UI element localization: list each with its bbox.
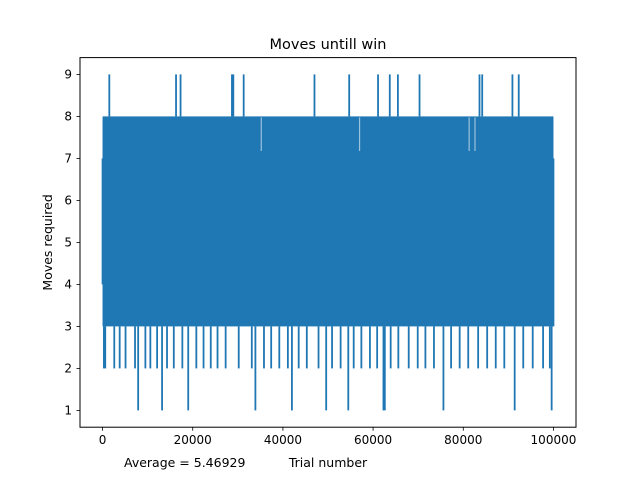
- series-dense-band: [102, 116, 554, 327]
- y-axis-label: Moves required: [40, 194, 55, 290]
- y-tick-label: 6: [64, 194, 72, 208]
- series-gap: [358, 117, 361, 151]
- y-tick-label: 8: [64, 110, 72, 124]
- x-tick-label: 80000: [444, 433, 482, 447]
- y-tick-label: 9: [64, 68, 72, 82]
- y-tick-label: 7: [64, 152, 72, 166]
- series-gap: [468, 117, 470, 151]
- y-axis: 1 2 3 4 5 6 7 8 9: [64, 68, 80, 418]
- y-tick-label: 5: [64, 236, 72, 250]
- series-gap: [474, 117, 476, 151]
- series-gap: [260, 117, 262, 151]
- x-tick-label: 40000: [264, 433, 302, 447]
- x-tick-label: 100000: [531, 433, 577, 447]
- x-tick-label: 60000: [354, 433, 392, 447]
- plot-area: [101, 74, 555, 411]
- y-tick-label: 1: [64, 404, 72, 418]
- x-tick-label: 0: [99, 433, 107, 447]
- y-tick-label: 4: [64, 278, 72, 292]
- x-tick-label: 20000: [174, 433, 212, 447]
- y-tick-label: 3: [64, 320, 72, 334]
- average-annotation: Average = 5.46929: [124, 455, 245, 470]
- x-axis-label: Trial number: [288, 455, 368, 470]
- chart-title: Moves untill win: [270, 37, 387, 53]
- x-axis: 0 20000 40000 60000 80000 100000: [99, 427, 577, 447]
- y-tick-label: 2: [64, 362, 72, 376]
